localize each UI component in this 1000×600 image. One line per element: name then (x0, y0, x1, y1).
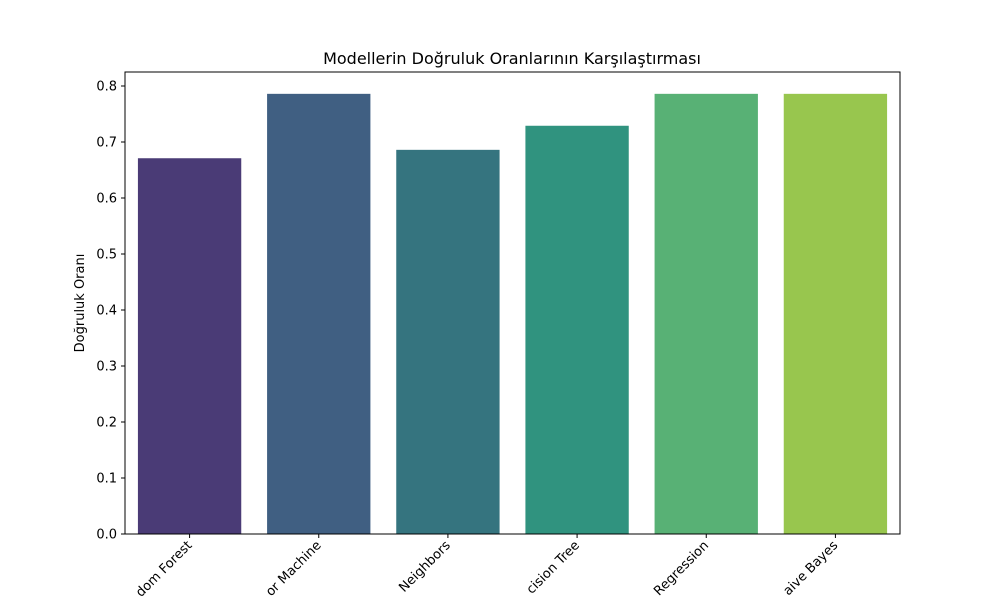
bar-naive-bayes (783, 93, 888, 534)
x-tick-label: aive Bayes (781, 538, 842, 599)
plot-frame (124, 71, 901, 535)
y-axis: 0.0 0.1 0.2 0.3 0.4 0.5 0.6 0.7 0.8 (96, 80, 125, 543)
chart-title: Modellerin Doğruluk Oranlarının Karşılaş… (323, 49, 701, 68)
x-tick-label: cision Tree (524, 538, 583, 597)
y-tick-label: 0.0 (96, 528, 117, 543)
y-tick-label: 0.2 (96, 416, 117, 431)
bar-k-nearest-neighbors (396, 149, 500, 534)
x-tick-label: or Machine (263, 538, 324, 599)
x-tick-label: dom Forest (133, 538, 195, 600)
bar-random-forest (137, 158, 242, 535)
y-tick-label: 0.4 (96, 304, 117, 319)
y-tick-label: 0.6 (96, 192, 117, 207)
bars-layer (137, 93, 888, 535)
y-axis-label: Doğruluk Oranı (73, 254, 88, 353)
y-tick-label: 0.8 (96, 80, 117, 95)
x-tick-label: Regression (651, 538, 712, 599)
bar-logistic-regression (654, 93, 758, 534)
bar-support-vector-machine (267, 93, 371, 534)
y-tick-label: 0.7 (96, 136, 117, 151)
y-tick-label: 0.3 (96, 360, 117, 375)
y-tick-label: 0.1 (96, 472, 117, 487)
bar-decision-tree (525, 125, 629, 534)
x-axis: dom Forest or Machine Neighbors cision Tree… (133, 534, 841, 600)
x-tick-label: Neighbors (396, 538, 454, 596)
y-tick-label: 0.5 (96, 248, 117, 263)
